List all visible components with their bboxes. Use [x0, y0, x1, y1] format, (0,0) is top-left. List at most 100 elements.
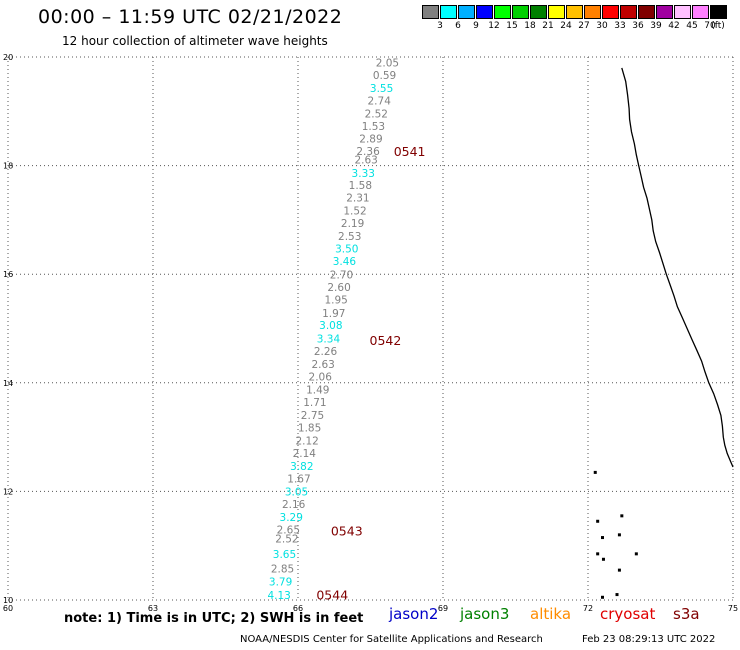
swh-data-label: 3.65	[273, 549, 296, 561]
swh-data-label: 2.26	[314, 346, 338, 358]
island-mark	[596, 519, 600, 523]
island-mark	[601, 595, 604, 599]
swh-data-label: 3.33	[352, 168, 375, 180]
pass-time-label: 0543	[331, 523, 363, 538]
x-tick-label: 63	[148, 604, 158, 613]
legend-swatch	[476, 5, 493, 19]
pass-time-label: 0542	[370, 333, 402, 348]
legend-swatch	[602, 5, 619, 19]
swh-data-label: 2.06	[309, 371, 333, 383]
legend-label: 39	[650, 21, 662, 31]
swh-data-label: 2.14	[293, 448, 317, 460]
legend-label: 9	[473, 21, 479, 31]
generated-timestamp: Feb 23 08:29:13 UTC 2022	[582, 634, 716, 645]
swh-data-label: 2.16	[282, 499, 306, 511]
legend-label: 27	[578, 21, 590, 31]
swh-data-label: 1.67	[287, 473, 310, 485]
y-tick-label: 16	[3, 270, 13, 279]
swh-data-label: 3.34	[317, 333, 341, 345]
swh-data-label: 2.63	[354, 155, 377, 167]
legend-label: 12	[488, 21, 500, 31]
legend-label: 30	[596, 21, 608, 31]
legend-label: 6	[455, 21, 461, 31]
island-mark	[617, 568, 621, 572]
swh-data-label: 1.71	[303, 397, 326, 409]
legend-swatch	[548, 5, 565, 19]
island-mark	[617, 533, 621, 537]
legend-swatch	[458, 5, 475, 19]
footer-note: note: 1) Time is in UTC; 2) SWH is in fe…	[64, 611, 364, 626]
swh-data-label: 3.79	[269, 577, 292, 589]
credit-text: NOAA/NESDIS Center for Satellite Applica…	[240, 634, 543, 645]
legend-swatch	[674, 5, 691, 19]
swh-data-label: 2.63	[311, 359, 334, 371]
swh-data-label: 2.36	[356, 146, 380, 158]
swh-data-label: 1.58	[349, 180, 372, 192]
satellite-label-jason3: jason3	[460, 605, 510, 623]
swh-data-label: 1.85	[298, 422, 321, 434]
legend-swatch	[440, 5, 457, 19]
swh-data-label: 2.75	[301, 410, 324, 422]
swh-data-label: 3.55	[370, 83, 393, 95]
x-tick-label: 66	[293, 604, 303, 613]
swh-data-label: 2.52	[275, 534, 298, 546]
legend-swatch	[422, 5, 439, 19]
swh-data-label: 0.59	[373, 70, 396, 82]
swh-data-label: 2.65	[277, 524, 300, 536]
swh-data-label: 2.70	[330, 270, 353, 282]
island-mark	[634, 552, 638, 556]
island-mark	[620, 514, 624, 518]
legend-label: 15	[506, 21, 518, 31]
swh-data-label: 2.19	[341, 218, 364, 230]
swh-data-label: 3.05	[285, 486, 308, 498]
y-tick-label: 14	[3, 379, 13, 388]
y-tick-label: 18	[3, 162, 13, 171]
island-mark	[601, 536, 604, 540]
legend-swatch	[692, 5, 709, 19]
x-tick-label: 75	[728, 604, 738, 613]
swh-data-label: 2.74	[368, 95, 392, 107]
x-tick-label: 69	[438, 604, 448, 613]
page-subtitle: 12 hour collection of altimeter wave hei…	[62, 34, 328, 48]
swh-data-label: 2.85	[271, 564, 294, 576]
swh-data-label: 1.52	[343, 206, 366, 218]
page-title: 00:00 – 11:59 UTC 02/21/2022	[38, 6, 343, 28]
island-mark	[615, 593, 619, 597]
swh-data-label: 2.53	[338, 231, 361, 243]
satellite-label-jason2: jason2	[389, 605, 439, 623]
swh-data-label: 2.31	[346, 193, 369, 205]
legend-label: 42	[668, 21, 680, 31]
legend-swatch	[566, 5, 583, 19]
swh-data-label: 2.89	[359, 133, 382, 145]
island-mark	[601, 557, 605, 561]
swh-data-label: 3.82	[290, 461, 313, 473]
swh-data-label: 1.97	[322, 308, 345, 320]
legend-label: 21	[542, 21, 554, 31]
pass-time-label: 0544	[316, 588, 348, 603]
x-tick-label: 72	[583, 604, 593, 613]
y-tick-label: 10	[3, 596, 13, 605]
swh-data-label: 2.12	[295, 435, 318, 447]
swh-data-label: 3.29	[280, 512, 303, 524]
legend-swatch	[638, 5, 655, 19]
legend-label: 24	[560, 21, 572, 31]
satellite-label-s3a: s3a	[673, 605, 700, 623]
legend-swatch	[512, 5, 529, 19]
island-mark	[593, 470, 597, 474]
swh-data-label: 3.46	[333, 256, 357, 268]
legend-label: 36	[632, 21, 644, 31]
legend-label: 45	[686, 21, 698, 31]
x-tick-label: 60	[3, 604, 13, 613]
swh-data-label: 1.49	[306, 384, 329, 396]
swh-data-label: 3.50	[335, 244, 358, 256]
legend-swatch	[710, 5, 727, 19]
legend-swatch	[584, 5, 601, 19]
legend-label: 33	[614, 21, 626, 31]
legend-swatch	[656, 5, 673, 19]
satellite-label-cryosat: cryosat	[600, 605, 656, 623]
legend-swatch	[530, 5, 547, 19]
swh-data-label: 1.53	[362, 121, 385, 133]
color-legend	[422, 5, 728, 19]
swh-data-label: 2.52	[365, 108, 388, 120]
